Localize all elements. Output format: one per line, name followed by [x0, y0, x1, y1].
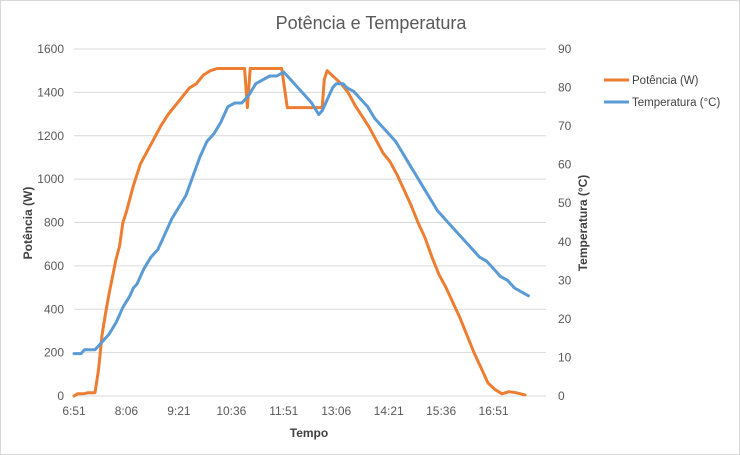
- x-tick-label: 9:21: [167, 404, 191, 418]
- tick-labels: 0 200 400 600 800 1000 1200 1400 1600 0 10 20 30 40 50…: [37, 42, 571, 418]
- series-layer: [72, 67, 530, 398]
- x-tick-label: 13:06: [321, 404, 351, 418]
- x-tick-label: 16:51: [479, 404, 509, 418]
- y2-tick-label: 10: [558, 350, 572, 364]
- y2-tick-label: 0: [558, 389, 565, 403]
- x-tick-label: 6:51: [62, 404, 86, 418]
- y-tick-label: 1400: [37, 85, 64, 99]
- y-tick-label: 400: [44, 302, 64, 316]
- y-tick-label: 1200: [37, 129, 64, 143]
- legend-label: Potência (W): [632, 75, 699, 87]
- y2-tick-label: 20: [558, 312, 572, 326]
- y2-tick-label: 60: [558, 158, 572, 172]
- y-tick-label: 600: [44, 259, 64, 273]
- y2-tick-label: 90: [558, 42, 572, 56]
- x-tick-label: 15:36: [426, 404, 456, 418]
- x-tick-label: 8:06: [115, 404, 139, 418]
- chart-title: Potência e Temperatura: [276, 13, 468, 33]
- legend-label: Temperatura (°C): [632, 97, 720, 109]
- legend: Potência (W) Temperatura (°C): [604, 75, 720, 109]
- x-tick-label: 14:21: [374, 404, 404, 418]
- series-line-temperatura: [72, 70, 530, 356]
- y-tick-label: 1000: [37, 172, 64, 186]
- y-axis-title: Potência (W): [21, 187, 35, 260]
- y-tick-label: 1600: [37, 42, 64, 56]
- y2-tick-label: 50: [558, 196, 572, 210]
- y2-tick-label: 70: [558, 119, 572, 133]
- y2-tick-label: 30: [558, 273, 572, 287]
- y2-tick-label: 80: [558, 81, 572, 95]
- y2-tick-label: 40: [558, 235, 572, 249]
- series-line-potencia: [72, 67, 527, 398]
- y-tick-label: 800: [44, 216, 64, 230]
- y2-axis-title: Temperatura (°C): [576, 175, 590, 272]
- y-tick-label: 200: [44, 346, 64, 360]
- y-tick-label: 0: [57, 389, 64, 403]
- x-tick-label: 10:36: [216, 404, 246, 418]
- x-axis-title: Tempo: [290, 426, 328, 440]
- x-tick-label: 11:51: [269, 404, 298, 418]
- gridlines: [74, 48, 546, 397]
